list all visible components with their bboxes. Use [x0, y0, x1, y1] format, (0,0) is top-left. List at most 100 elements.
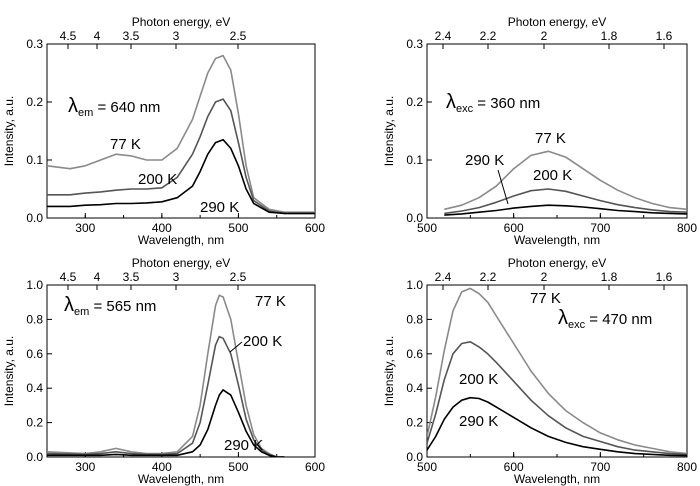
x-tick-label: 800	[677, 221, 697, 235]
y-tick-label: 0.1	[406, 153, 423, 167]
lambda-symbol: λ	[558, 307, 568, 329]
top-tick-label: 2.5	[230, 29, 247, 43]
top-tick-label: 4	[94, 29, 101, 43]
x-tick-label: 500	[417, 221, 437, 235]
top-axis-title: Photon energy, eV	[132, 256, 231, 270]
curve-label: 290 K	[200, 199, 239, 216]
y-tick-label: 0.8	[26, 312, 43, 326]
lambda-subscript: exc	[456, 103, 474, 115]
x-axis-title: Wavelength, nm	[514, 233, 600, 247]
y-tick-label: 0.4	[26, 381, 43, 395]
lambda-value: = 565 nm	[89, 298, 156, 315]
series-line-290k	[47, 138, 315, 215]
top-tick-label: 2.2	[480, 29, 497, 43]
y-tick-label: 0.6	[406, 347, 423, 361]
series-line-77k	[444, 150, 687, 211]
series-line-290k	[47, 389, 285, 457]
lambda-annotation: λem = 565 nm	[64, 294, 156, 318]
top-tick-label: 2	[541, 29, 548, 43]
y-tick-label: 0.2	[26, 95, 43, 109]
y-tick-label: 0.6	[26, 347, 43, 361]
series-line-290k	[427, 396, 687, 457]
y-axis-title: Intensity, a.u.	[2, 336, 16, 406]
top-tick-label: 4.5	[60, 29, 77, 43]
top-tick-label: 1.6	[656, 29, 673, 43]
y-axis-title: Intensity, a.u.	[2, 96, 16, 166]
curve-label: 77 K	[255, 293, 286, 310]
y-tick-label: 1.0	[26, 278, 43, 292]
y-tick-label: 0.2	[26, 416, 43, 430]
top-tick-label: 4	[94, 270, 101, 284]
top-tick-label: 3.5	[123, 270, 140, 284]
x-tick-label: 400	[152, 460, 172, 474]
top-axis-title: Photon energy, eV	[508, 256, 607, 270]
curve-label: 290 K	[224, 437, 263, 454]
curve-label: 200 K	[243, 333, 282, 350]
curve-label: 200 K	[533, 167, 572, 184]
y-tick-label: 0.0	[26, 211, 43, 225]
top-tick-label: 1.8	[601, 29, 618, 43]
x-tick-label: 600	[504, 460, 524, 474]
y-tick-label: 0.0	[406, 211, 423, 225]
x-tick-label: 400	[152, 221, 172, 235]
y-tick-label: 0.2	[406, 95, 423, 109]
label-leader-line	[497, 169, 509, 205]
y-tick-label: 0.8	[406, 312, 423, 326]
y-axis-title: Intensity, a.u.	[382, 336, 396, 406]
curve-label: 290 K	[465, 152, 504, 169]
lambda-symbol: λ	[64, 294, 74, 316]
chart-panel-bottom-left: 300 400 500 600 0.0 0.2 0.4 0.6 0.8 1.0 4.5 4 3.5 3 2.…	[2, 256, 325, 486]
x-tick-label: 500	[228, 221, 248, 235]
x-tick-label: 300	[75, 460, 95, 474]
curve-label: 200 K	[138, 171, 177, 188]
top-tick-label: 3.5	[123, 29, 140, 43]
series-line-200k	[47, 98, 315, 215]
x-tick-label: 500	[228, 460, 248, 474]
lambda-value: = 470 nm	[585, 311, 652, 328]
curve-label: 290 K	[459, 413, 498, 430]
series-line-200k	[444, 188, 687, 215]
curve-label: 77 K	[530, 290, 561, 307]
y-tick-label: 0.1	[26, 153, 43, 167]
plot-frame	[46, 284, 316, 458]
y-tick-label: 0.4	[406, 381, 423, 395]
top-tick-label: 1.8	[601, 270, 618, 284]
top-axis-title: Photon energy, eV	[132, 15, 231, 29]
lambda-subscript: em	[78, 107, 93, 119]
x-tick-label: 600	[305, 221, 325, 235]
curve-label: 77 K	[535, 130, 566, 147]
lambda-subscript: exc	[568, 319, 586, 331]
lambda-symbol: λ	[68, 95, 78, 117]
top-tick-label: 2	[541, 270, 548, 284]
x-axis-title: Wavelength, nm	[514, 472, 600, 486]
series-line-200k	[427, 341, 687, 456]
series-line-200k	[47, 335, 285, 457]
x-tick-label: 600	[305, 460, 325, 474]
curve-label: 200 K	[459, 371, 498, 388]
top-tick-label: 1.6	[656, 270, 673, 284]
y-axis-title: Intensity, a.u.	[382, 96, 396, 166]
top-tick-label: 2.4	[435, 270, 452, 284]
x-axis-title: Wavelength, nm	[138, 472, 224, 486]
top-axis-title: Photon energy, eV	[508, 15, 607, 29]
y-tick-label: 0.3	[26, 37, 43, 51]
y-tick-label: 0.0	[26, 450, 43, 464]
lambda-subscript: em	[74, 306, 89, 318]
x-tick-label: 500	[417, 460, 437, 474]
x-tick-label: 800	[677, 460, 697, 474]
y-tick-label: 0.3	[406, 37, 423, 51]
lambda-annotation: λexc = 360 nm	[446, 91, 540, 115]
series-line-77k	[47, 294, 285, 457]
x-tick-label: 700	[590, 221, 610, 235]
label-leader-line	[229, 341, 243, 353]
x-tick-label: 600	[504, 221, 524, 235]
series-line-77k	[47, 54, 315, 213]
chart-panel-top-right: 500 600 700 800 0.0 0.1 0.2 0.3 2.4 2.2 2 1.8 1.6 Wav…	[382, 15, 697, 247]
top-tick-label: 3	[173, 29, 180, 43]
top-tick-label: 2.5	[230, 270, 247, 284]
x-tick-label: 300	[75, 221, 95, 235]
lambda-symbol: λ	[446, 91, 456, 113]
x-axis-title: Wavelength, nm	[138, 233, 224, 247]
chart-panel-top-left: 300 400 500 600 0.0 0.1 0.2 0.3 4.5 4 3.5 3 2.5 Wavel…	[2, 15, 325, 247]
series-line-290k	[444, 204, 687, 216]
